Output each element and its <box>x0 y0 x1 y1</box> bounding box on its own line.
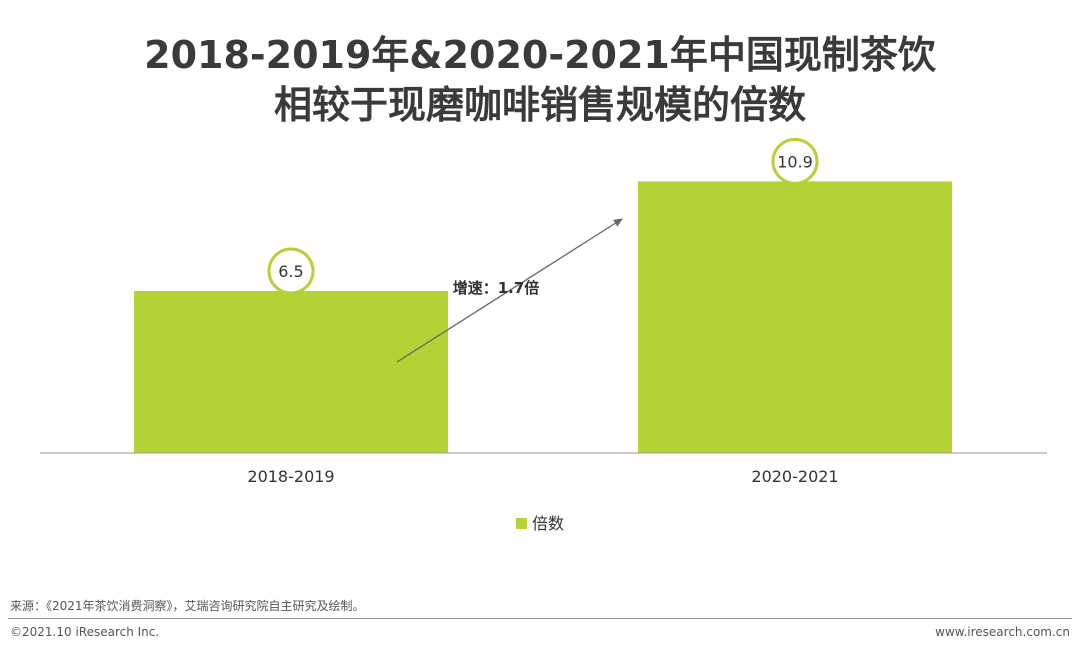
value-label: 10.9 <box>777 152 813 171</box>
website-link[interactable]: www.iresearch.com.cn <box>935 625 1070 639</box>
growth-annotation: 增速：1.7倍 <box>453 279 540 297</box>
legend-swatch <box>515 518 527 529</box>
growth-arrow <box>396 218 623 363</box>
footer-divider <box>8 618 1072 619</box>
x-tick-label: 2020-2021 <box>751 467 838 486</box>
x-tick-label: 2018-2019 <box>247 467 334 486</box>
chart-title-line1: 2018-2019年&2020-2021年中国现制茶饮 <box>144 33 936 77</box>
source-note: 来源：《2021年茶饮消费洞察》，艾瑞咨询研究院自主研究及绘制。 <box>10 599 365 613</box>
value-label: 6.5 <box>278 262 303 281</box>
bar-2018-2019 <box>134 291 448 453</box>
bar-chart: 6.5 10.9 2018-2019 2020-2021 增速：1.7倍 <box>40 137 1047 486</box>
chart-legend: 倍数 <box>0 510 1080 534</box>
legend-label: 倍数 <box>531 514 564 533</box>
chart-title-line2: 相较于现磨咖啡销售规模的倍数 <box>273 83 806 127</box>
value-label-circle <box>267 247 315 295</box>
chart-title: 2018-2019年&2020-2021年中国现制茶饮 相较于现磨咖啡销售规模的… <box>0 30 1080 130</box>
value-label-circle <box>771 137 819 185</box>
copyright-text: ©2021.10 iResearch Inc. <box>10 625 160 639</box>
bar-2020-2021 <box>638 181 952 454</box>
